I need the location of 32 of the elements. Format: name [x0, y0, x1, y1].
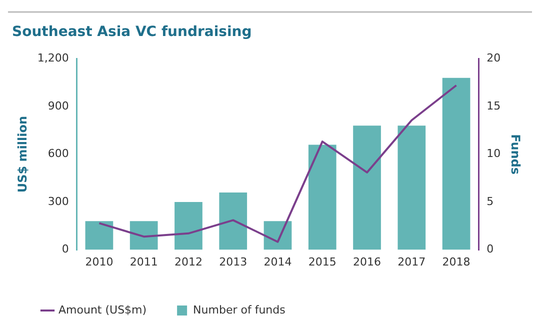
- x-tick-label: 2015: [308, 255, 336, 268]
- bar: [353, 126, 381, 250]
- legend-label: Number of funds: [193, 303, 286, 316]
- y-tick-label: 600: [48, 147, 69, 160]
- x-tick-label: 2012: [174, 255, 202, 268]
- x-tick-label: 2013: [219, 255, 248, 268]
- y-tick-label: 900: [48, 99, 69, 112]
- y-tick-label: 0: [62, 242, 69, 256]
- x-tick-label: 2018: [442, 255, 470, 268]
- legend-label: Amount (US$m): [58, 303, 147, 316]
- y2-tick-label: 20: [486, 52, 501, 65]
- bar: [174, 202, 202, 250]
- y-axis-title: US$ million: [15, 116, 30, 193]
- chart-title: Southeast Asia VC fundraising: [12, 24, 252, 40]
- x-tick-label: 2010: [85, 255, 114, 268]
- bar: [130, 221, 158, 250]
- bar: [398, 126, 426, 250]
- bar: [219, 192, 248, 250]
- x-tick-label: 2016: [353, 255, 382, 268]
- bar: [85, 221, 114, 250]
- y2-tick-label: 5: [486, 194, 494, 208]
- y-tick-label: 300: [48, 194, 69, 208]
- bar: [308, 144, 336, 250]
- x-tick-label: 2011: [130, 255, 158, 268]
- x-tick-label: 2017: [398, 255, 426, 268]
- y2-tick-label: 10: [486, 147, 501, 160]
- bar: [442, 78, 470, 250]
- y-tick-label: 1,200: [37, 52, 69, 65]
- y2-tick-label: 15: [486, 99, 501, 112]
- x-tick-label: 2014: [264, 255, 292, 268]
- y2-axis-title: Funds: [508, 134, 523, 175]
- y2-tick-label: 0: [486, 242, 494, 256]
